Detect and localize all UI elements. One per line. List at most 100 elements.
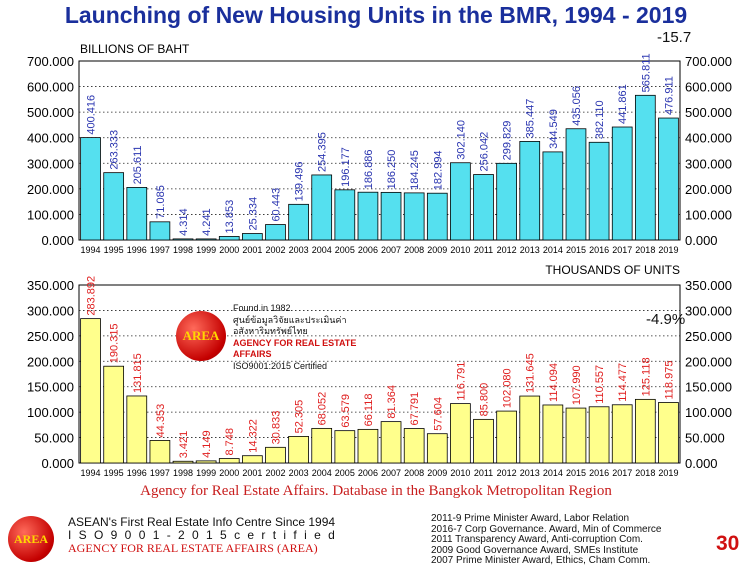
bar-value-label: 4.149	[201, 430, 213, 458]
bar	[658, 117, 679, 241]
y-tick-label-right: 0.000	[685, 456, 718, 471]
bar-value-label: 182.994	[432, 150, 444, 190]
bar-value-label: 4.314	[178, 208, 190, 236]
x-tick-label: 2018	[635, 468, 655, 478]
bar-value-label: 14.322	[247, 419, 259, 453]
x-tick-label: 2002	[265, 245, 285, 255]
bar	[403, 192, 425, 241]
bar-value-label: 263.333	[109, 130, 121, 170]
bar	[103, 365, 125, 464]
bar-value-label: 196.177	[340, 147, 352, 187]
bar-value-label: 186.250	[386, 150, 398, 190]
bar-value-label: 66.118	[363, 394, 375, 427]
bar	[496, 410, 517, 464]
x-tick-label: 2008	[404, 245, 424, 255]
x-tick-label: 2002	[265, 468, 285, 478]
y-tick-label-right: 100.000	[685, 207, 732, 222]
bar	[519, 141, 541, 241]
bar	[450, 403, 471, 464]
bar-value-label: 107.990	[571, 365, 583, 405]
badge-agency-name: AGENCY FOR REAL ESTATE AFFAIRS	[233, 337, 357, 360]
y-tick-label-right: 200.000	[685, 182, 732, 197]
bar-value-label: 8.748	[224, 428, 236, 456]
bar	[218, 458, 240, 464]
badge-founded: Found in 1982	[233, 303, 291, 313]
bar-value-label: 67.791	[409, 392, 421, 426]
y-tick-label-left: 600.000	[27, 80, 74, 95]
x-tick-label: 2019	[658, 245, 678, 255]
bar	[542, 404, 564, 464]
x-tick-label: 1996	[127, 468, 147, 478]
y-tick-label-left: 250.000	[27, 329, 74, 344]
x-tick-label: 2000	[219, 468, 239, 478]
x-tick-label: 2001	[242, 468, 262, 478]
x-tick-label: 2005	[335, 245, 355, 255]
y-tick-label-left: 50.000	[34, 431, 74, 446]
y-tick-label-left: 100.000	[27, 405, 74, 420]
bar-value-label: 60.443	[270, 188, 282, 222]
bar	[311, 427, 333, 464]
y-tick-label-right: 300.000	[685, 156, 732, 171]
bar-value-label: 299.829	[502, 121, 514, 161]
bar	[103, 172, 125, 241]
y-tick-label-right: 500.000	[685, 105, 732, 120]
x-tick-label: 2001	[242, 245, 262, 255]
bar-value-label: 186.886	[363, 149, 375, 189]
x-tick-label: 2014	[543, 245, 563, 255]
bar-value-label: 52.305	[294, 400, 306, 434]
y-tick-label-right: 300.000	[685, 303, 732, 318]
bar	[334, 189, 356, 241]
bar-value-label: 125.118	[640, 357, 652, 396]
y-tick-label-left: 150.000	[27, 380, 74, 395]
bar-value-label: 283.892	[86, 276, 98, 316]
page-number: 30	[716, 532, 740, 555]
source-note: Agency for Real Estate Affairs. Database…	[140, 483, 612, 499]
bar-value-label: 184.245	[409, 150, 421, 190]
bar	[242, 233, 263, 241]
y-tick-label-left: 300.000	[27, 156, 74, 171]
bar	[634, 398, 656, 464]
bar-value-label: 110.557	[594, 365, 606, 404]
x-tick-label: 2017	[612, 245, 632, 255]
bar	[80, 137, 101, 241]
y-tick-label-left: 200.000	[27, 182, 74, 197]
bar	[426, 192, 448, 241]
bar	[426, 433, 448, 464]
y-tick-label-right: 700.000	[685, 54, 732, 69]
area-logo-icon: AREA	[176, 311, 226, 361]
bar-value-label: 102.080	[502, 368, 514, 408]
axis-title: THOUSANDS OF UNITS	[545, 263, 680, 277]
x-tick-label: 1999	[196, 245, 216, 255]
x-tick-label: 2013	[520, 468, 540, 478]
x-tick-label: 2009	[427, 245, 447, 255]
bar	[242, 455, 263, 464]
bar-value-label: 131.815	[132, 353, 144, 393]
x-tick-label: 1996	[127, 245, 147, 255]
bar	[611, 126, 633, 241]
y-tick-label-right: 200.000	[685, 354, 732, 369]
award-item: 2009 Good Governance Award, SMEs Institu…	[431, 544, 639, 556]
bar-value-label: 68.052	[317, 392, 329, 426]
bar	[311, 174, 333, 241]
bar-value-label: 116.791	[455, 362, 467, 401]
bar-value-label: 3.421	[178, 431, 190, 459]
x-tick-label: 2019	[658, 468, 678, 478]
bar	[172, 460, 194, 464]
badge-text: Found in 1982 ศูนย์ข้อมูลวิจัยและประเมิน…	[233, 303, 376, 372]
bar	[334, 430, 356, 464]
y-tick-label-right: 400.000	[685, 131, 732, 146]
bar	[126, 395, 148, 464]
x-tick-label: 2013	[520, 245, 540, 255]
y-tick-label-left: 700.000	[27, 54, 74, 69]
award-item: 2016-7 Corp Governance. Award, Min of Co…	[431, 523, 662, 535]
bar	[611, 404, 633, 464]
y-tick-label-right: 100.000	[685, 405, 732, 420]
x-tick-label: 2017	[612, 468, 632, 478]
bar	[357, 428, 379, 464]
bar	[565, 407, 587, 464]
badge-iso: ISO9001:2015 Certified	[233, 360, 328, 371]
y-tick-label-right: 250.000	[685, 329, 732, 344]
awards-list: 2011-9 Prime Minister Award, Labor Relat…	[431, 513, 662, 567]
x-tick-label: 2007	[381, 245, 401, 255]
